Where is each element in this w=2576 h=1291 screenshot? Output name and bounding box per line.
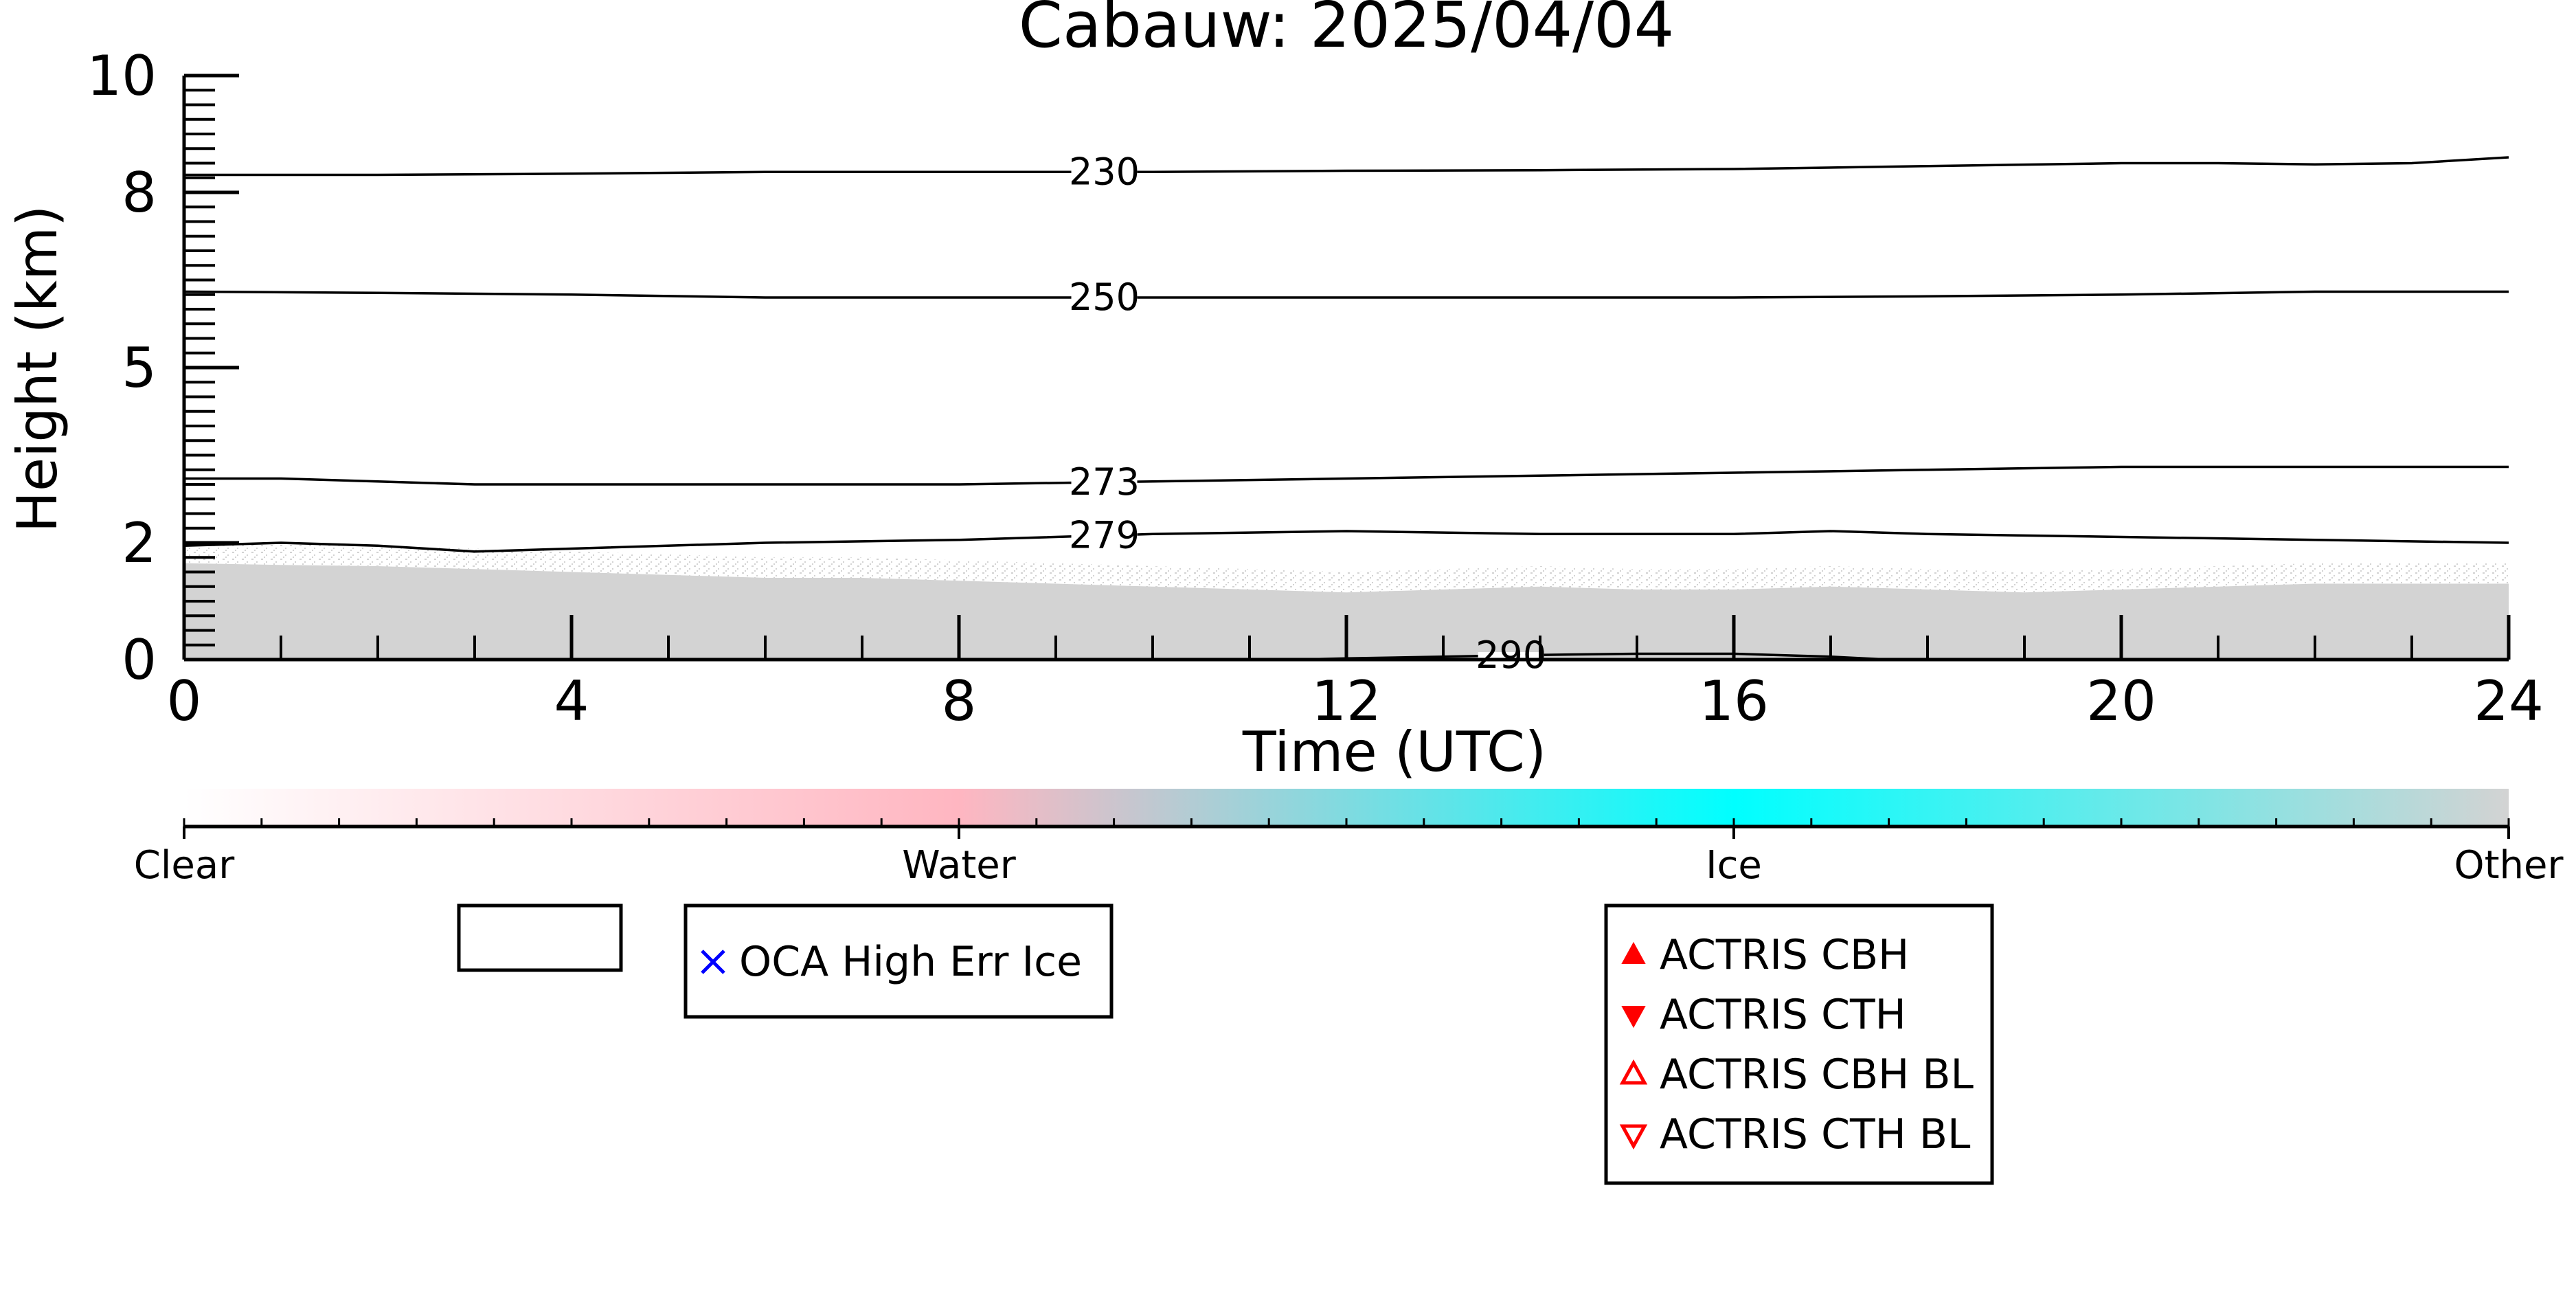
colorbar-label-other: Other xyxy=(2454,843,2564,888)
y-tick-label: 0 xyxy=(122,628,157,692)
isotherm-line-279 xyxy=(183,530,2509,553)
y-tick-label: 8 xyxy=(122,161,157,225)
colorbar-label-clear: Clear xyxy=(134,843,235,888)
legend-entry-label: ACTRIS CTH xyxy=(1660,991,1906,1039)
legend-marker-triangle-up-icon xyxy=(1621,941,1646,964)
x-tick-label: 8 xyxy=(942,669,977,733)
legend-marker-triangle-down-icon xyxy=(1621,1006,1646,1029)
y-tick-label: 5 xyxy=(122,336,157,400)
isotherm-line-273 xyxy=(184,465,2509,486)
x-tick-label: 16 xyxy=(1699,669,1769,733)
legend-entry-label: OCA High Err Ice xyxy=(739,938,1082,986)
legend-entry-label: ACTRIS CBH xyxy=(1660,931,1909,979)
isotherm-line-230 xyxy=(184,156,2509,177)
legend-entry-label: ACTRIS CBH BL xyxy=(1660,1051,1974,1099)
x-tick-label: 20 xyxy=(2086,669,2156,733)
legend-box-3 xyxy=(1604,903,1994,1185)
colorbar: Clear Water Ice Other xyxy=(134,789,2564,888)
legend-marker-x-icon xyxy=(701,950,725,974)
background-echo-area xyxy=(184,563,2509,660)
isotherm-label-230: 230 xyxy=(1069,150,1140,193)
chart-title: Cabauw: 2025/04/04 xyxy=(1019,0,1674,62)
legend-entry-label: ACTRIS CTH BL xyxy=(1660,1110,1971,1158)
x-tick-label: 24 xyxy=(2474,669,2544,733)
legends: OCA High Err Ice ACTRIS CBH ACTRIS CTH ACTR… xyxy=(457,903,1994,1185)
x-axis-label: Time (UTC) xyxy=(1242,720,1546,784)
y-tick-label: 10 xyxy=(87,44,157,108)
legend-box-1 xyxy=(457,903,623,972)
background-echo-speckle xyxy=(184,543,2509,593)
colorbar-label-ice: Ice xyxy=(1706,843,1762,888)
x-tick-label: 4 xyxy=(554,669,589,733)
colorbar-label-water: Water xyxy=(902,843,1017,888)
plot-area: 230 250 273 279 290 0 2 5 8 10 0 4 8 12 16 20 24 xyxy=(87,44,2544,733)
y-axis-label: Height (km) xyxy=(5,205,69,533)
isotherm-label-273: 273 xyxy=(1069,460,1140,504)
isotherm-line-250 xyxy=(183,290,2509,299)
isotherm-label-290: 290 xyxy=(1476,633,1546,677)
y-tick-label: 2 xyxy=(122,511,157,575)
legend-marker-triangle-down-icon xyxy=(1619,1124,1648,1150)
x-tick-label: 0 xyxy=(167,669,202,733)
legend-box-2 xyxy=(683,903,1114,1019)
isotherm-label-279: 279 xyxy=(1069,513,1140,557)
legend-marker-triangle-up-icon xyxy=(1619,1059,1648,1085)
x-tick-label: 12 xyxy=(1311,669,1381,733)
isotherm-label-250: 250 xyxy=(1069,276,1140,319)
